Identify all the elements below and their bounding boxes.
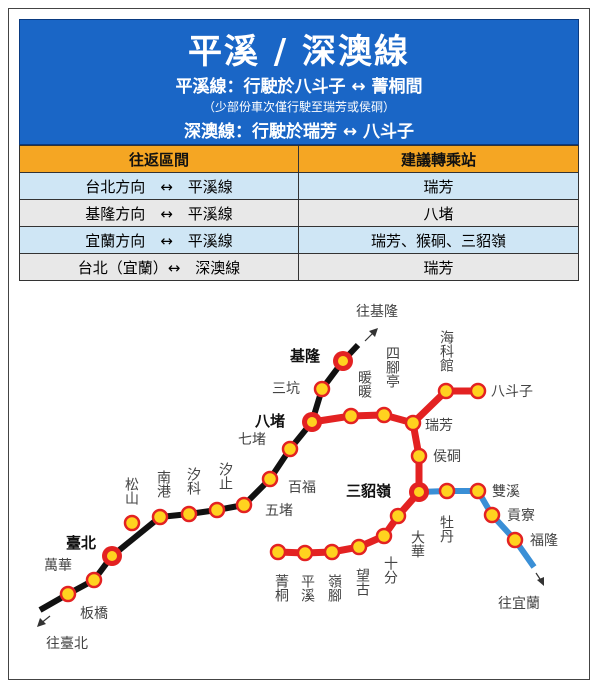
arrow-head-icon xyxy=(369,328,378,337)
station-lingjiao-label: 嶺腳 xyxy=(326,574,342,602)
transfer-station-markers xyxy=(102,351,429,566)
station-gongliao-label: 貢寮 xyxy=(507,507,535,524)
station-shifen-label: 十分 xyxy=(382,556,398,585)
arrow-head-icon xyxy=(537,577,544,586)
station-shuangxi-label: 雙溪 xyxy=(492,484,520,500)
station-mudan-label: 牡丹 xyxy=(438,515,454,544)
shenao-line xyxy=(311,387,478,427)
route-cell: 台北（宜蘭）↔ 深澳線 xyxy=(19,253,299,281)
station-badouzi-label: 八斗子 xyxy=(491,384,533,400)
station-dahua-marker[interactable] xyxy=(389,507,407,525)
station-ruifang-label: 瑞芳 xyxy=(425,417,453,434)
table-row: 台北（宜蘭）↔ 深澳線 瑞芳 xyxy=(19,253,579,281)
station-banqiao-label: 板橋 xyxy=(80,606,108,622)
station-sankeng-label: 三坑 xyxy=(272,381,300,397)
station-xike-marker[interactable] xyxy=(180,505,198,523)
transfer-cell: 八堵 xyxy=(298,199,579,227)
station-wanhua-marker[interactable] xyxy=(85,571,103,589)
pingxi-service-text: 平溪線：行駛於八斗子 ↔ 菁桐間 xyxy=(175,77,423,97)
page-title: 平溪 / 深澳線 xyxy=(187,32,411,72)
station-keelung-label: 基隆 xyxy=(289,347,321,365)
station-nangang-label: 南港 xyxy=(155,470,171,498)
station-baifu-marker[interactable] xyxy=(261,470,279,488)
station-fulong-label: 福隆 xyxy=(530,533,558,549)
station-nuannuan-marker[interactable] xyxy=(342,407,360,425)
yilan-line xyxy=(418,488,537,569)
transfer-cell: 瑞芳 xyxy=(298,172,579,200)
station-taipei-label: 臺北 xyxy=(66,534,96,552)
pingxi-service-note: （少部份車次僅行駛至瑞芳或侯硐） xyxy=(202,100,395,114)
station-fulong-marker[interactable] xyxy=(506,531,524,549)
station-badouzi-marker[interactable] xyxy=(469,382,487,400)
table-row: 台北方向 ↔ 平溪線 瑞芳 xyxy=(19,172,579,200)
station-sandiaoling-label: 三貂嶺 xyxy=(346,482,391,500)
station-houtong-label: 侯硐 xyxy=(433,449,461,465)
station-sankeng-marker[interactable] xyxy=(313,380,331,398)
station-houtong-marker[interactable] xyxy=(410,447,428,465)
arrow-head-icon xyxy=(37,618,46,627)
station-wanggu-marker[interactable] xyxy=(350,538,368,556)
station-songshan-marker[interactable] xyxy=(123,514,141,532)
direction-taipei-label: 往臺北 xyxy=(46,636,88,652)
direction-keelung-label: 往基隆 xyxy=(356,303,398,320)
station-qidu-label: 七堵 xyxy=(238,432,266,448)
station-mudan-marker[interactable] xyxy=(438,482,456,500)
station-xizhi-marker[interactable] xyxy=(208,501,226,519)
shenao-service-text: 深澳線：行駛於瑞芳 ↔ 八斗子 xyxy=(183,122,415,142)
route-cell: 基隆方向 ↔ 平溪線 xyxy=(19,199,299,227)
station-wudu-label: 五堵 xyxy=(265,503,293,519)
station-xizhi-label: 汐止 xyxy=(217,462,233,490)
direction-yilan-label: 往宜蘭 xyxy=(498,596,540,612)
column-header-route: 往返區間 xyxy=(19,145,299,173)
station-nuannuan-label: 暖暖 xyxy=(356,370,372,398)
station-gongliao-marker[interactable] xyxy=(483,506,501,524)
station-jingtong-label: 菁桐 xyxy=(273,574,289,602)
transfer-cell: 瑞芳 xyxy=(298,253,579,281)
transfer-table: 往返區間 建議轉乘站 台北方向 ↔ 平溪線 瑞芳 基隆方向 ↔ 平溪線 八堵 宜… xyxy=(19,145,579,281)
station-lingjiao-marker[interactable] xyxy=(323,543,341,561)
table-row: 基隆方向 ↔ 平溪線 八堵 xyxy=(19,199,579,227)
table-header-row: 往返區間 建議轉乘站 xyxy=(19,145,579,173)
station-wudu-marker[interactable] xyxy=(235,496,253,514)
station-haikeguan-marker[interactable] xyxy=(437,382,455,400)
station-sijiaoting-label: 四腳亭 xyxy=(384,346,400,388)
station-pingxi-marker[interactable] xyxy=(296,544,314,562)
station-jingtong-marker[interactable] xyxy=(269,543,287,561)
station-baifu-label: 百福 xyxy=(288,480,316,496)
station-banqiao-marker[interactable] xyxy=(59,585,77,603)
station-badu-label: 八堵 xyxy=(254,412,285,430)
station-dahua-label: 大華 xyxy=(409,530,425,558)
column-header-transfer: 建議轉乘站 xyxy=(298,145,579,173)
station-ruifang-marker[interactable] xyxy=(404,414,422,432)
station-xike-label: 汐科 xyxy=(185,467,201,495)
route-cell: 台北方向 ↔ 平溪線 xyxy=(19,172,299,200)
station-nangang-marker[interactable] xyxy=(151,508,169,526)
station-shuangxi-marker[interactable] xyxy=(469,482,487,500)
header-panel: 平溪 / 深澳線 平溪線：行駛於八斗子 ↔ 菁桐間 （少部份車次僅行駛至瑞芳或侯… xyxy=(19,19,579,145)
station-haikeguan-label: 海科館 xyxy=(438,330,454,372)
station-markers xyxy=(59,380,524,603)
station-sijiaoting-marker[interactable] xyxy=(375,406,393,424)
station-wanggu-label: 望古 xyxy=(354,568,370,596)
station-wanhua-label: 萬華 xyxy=(44,558,72,574)
station-shifen-marker[interactable] xyxy=(375,527,393,545)
station-pingxi-label: 平溪 xyxy=(299,574,315,602)
station-qidu-marker[interactable] xyxy=(281,440,299,458)
station-songshan-label: 松山 xyxy=(123,477,139,505)
